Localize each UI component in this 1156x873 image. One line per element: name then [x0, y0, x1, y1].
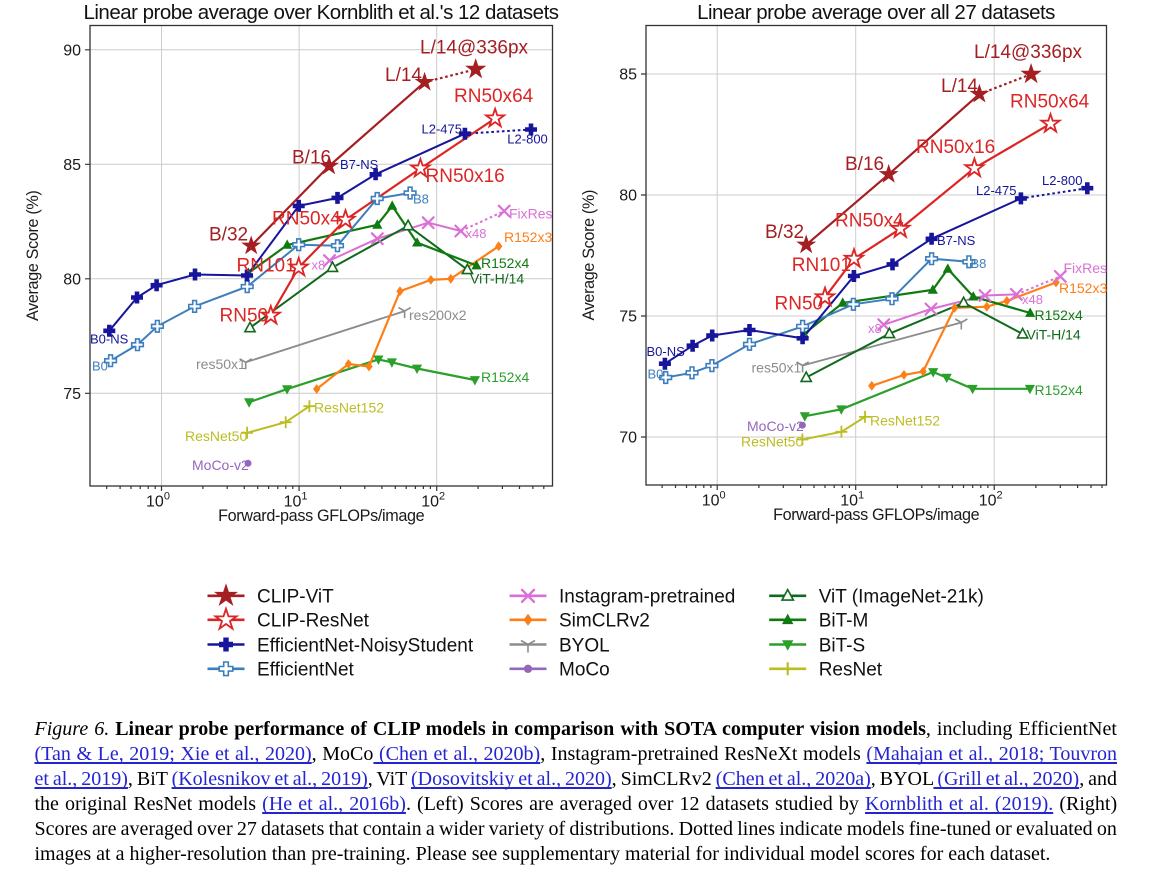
svg-text:100: 100: [146, 490, 170, 510]
svg-text:RN50x16: RN50x16: [916, 137, 995, 158]
svg-text:ResNet152: ResNet152: [314, 400, 384, 416]
svg-text:x48: x48: [1022, 292, 1043, 307]
svg-text:CLIP-ViT: CLIP-ViT: [257, 587, 334, 608]
svg-text:x48: x48: [466, 226, 487, 241]
svg-text:x8: x8: [312, 258, 326, 273]
svg-text:EfficientNet-NoisyStudent: EfficientNet-NoisyStudent: [257, 635, 474, 656]
svg-text:85: 85: [619, 67, 637, 84]
svg-text:ViT-H/14: ViT-H/14: [1027, 327, 1081, 343]
svg-text:R152x3: R152x3: [1059, 280, 1107, 296]
svg-text:R152x3: R152x3: [504, 229, 552, 245]
svg-text:75: 75: [63, 386, 81, 403]
svg-text:ResNet: ResNet: [819, 660, 883, 681]
svg-text:SimCLRv2: SimCLRv2: [559, 611, 650, 632]
svg-text:R152x4: R152x4: [1035, 382, 1083, 398]
svg-text:B7-NS: B7-NS: [937, 233, 976, 248]
svg-text:B8: B8: [971, 256, 987, 271]
svg-text:MoCo-v2: MoCo-v2: [192, 457, 249, 473]
svg-text:L2-475: L2-475: [422, 122, 462, 137]
svg-text:ViT (ImageNet-21k): ViT (ImageNet-21k): [819, 587, 984, 608]
svg-text:Forward-pass GFLOPs/image: Forward-pass GFLOPs/image: [218, 507, 425, 525]
svg-text:BiT-S: BiT-S: [819, 635, 865, 656]
svg-text:RN50x64: RN50x64: [454, 86, 534, 107]
svg-text:90: 90: [63, 42, 81, 59]
svg-text:MoCo: MoCo: [559, 660, 610, 681]
svg-text:RN50x64: RN50x64: [1010, 92, 1090, 113]
svg-text:CLIP-ResNet: CLIP-ResNet: [257, 611, 370, 632]
svg-text:ResNet50: ResNet50: [741, 433, 803, 449]
svg-text:70: 70: [619, 430, 637, 447]
svg-text:B0-NS: B0-NS: [647, 344, 686, 359]
svg-text:RN50: RN50: [775, 294, 824, 315]
svg-text:Linear probe average over all: Linear probe average over all 27 dataset…: [697, 1, 1055, 24]
svg-text:B0-NS: B0-NS: [90, 331, 129, 346]
svg-text:B/32: B/32: [209, 225, 248, 246]
svg-text:ResNet152: ResNet152: [870, 413, 940, 429]
svg-text:RN101: RN101: [792, 255, 851, 276]
svg-text:L2-800: L2-800: [507, 132, 547, 147]
svg-text:FixRes: FixRes: [509, 205, 553, 221]
svg-text:L/14@336px: L/14@336px: [420, 38, 529, 59]
svg-text:RN50: RN50: [220, 306, 269, 327]
svg-text:ViT-H/14: ViT-H/14: [470, 271, 524, 287]
svg-text:FixRes: FixRes: [1064, 260, 1108, 276]
svg-text:Instagram-pretrained: Instagram-pretrained: [559, 587, 735, 608]
svg-text:80: 80: [619, 188, 637, 205]
svg-text:Forward-pass GFLOPs/image: Forward-pass GFLOPs/image: [773, 506, 980, 524]
svg-text:RN50x16: RN50x16: [426, 166, 505, 187]
svg-text:100: 100: [702, 489, 726, 509]
svg-text:102: 102: [979, 489, 1003, 509]
svg-text:B0: B0: [648, 367, 664, 382]
svg-text:102: 102: [421, 490, 445, 510]
svg-text:MoCo-v2: MoCo-v2: [747, 418, 804, 434]
svg-text:L/14: L/14: [385, 65, 422, 86]
svg-text:EfficientNet: EfficientNet: [257, 660, 355, 681]
svg-text:L2-800: L2-800: [1042, 173, 1082, 188]
svg-text:x8: x8: [868, 321, 882, 336]
svg-text:R152x4: R152x4: [1035, 307, 1083, 323]
svg-text:B0: B0: [92, 358, 108, 373]
svg-text:B/16: B/16: [292, 148, 331, 169]
svg-text:L2-475: L2-475: [976, 183, 1016, 198]
svg-text:85: 85: [63, 157, 81, 174]
svg-text:Average Score (%): Average Score (%): [580, 190, 598, 321]
svg-text:80: 80: [63, 271, 81, 288]
svg-text:RN50x4: RN50x4: [272, 209, 341, 230]
svg-text:B8: B8: [413, 192, 429, 207]
svg-text:BiT-M: BiT-M: [819, 611, 869, 632]
svg-text:B/32: B/32: [765, 222, 804, 243]
svg-text:L/14@336px: L/14@336px: [974, 42, 1083, 63]
svg-text:RN101: RN101: [237, 256, 296, 277]
svg-text:R152x4: R152x4: [481, 255, 529, 271]
svg-text:res50x1: res50x1: [196, 356, 246, 372]
svg-text:Linear probe average over Korn: Linear probe average over Kornblith et a…: [83, 1, 558, 24]
svg-text:B7-NS: B7-NS: [340, 157, 379, 172]
svg-text:ResNet50: ResNet50: [185, 428, 247, 444]
svg-text:B/16: B/16: [845, 154, 884, 175]
svg-text:RN50x4: RN50x4: [835, 211, 904, 232]
svg-text:BYOL: BYOL: [559, 635, 610, 656]
svg-text:Average Score (%): Average Score (%): [24, 191, 42, 322]
svg-text:L/14: L/14: [941, 76, 978, 97]
svg-text:75: 75: [619, 309, 637, 326]
svg-text:R152x4: R152x4: [481, 369, 529, 385]
svg-text:res200x2: res200x2: [409, 307, 467, 323]
svg-text:res50x1: res50x1: [752, 360, 802, 376]
